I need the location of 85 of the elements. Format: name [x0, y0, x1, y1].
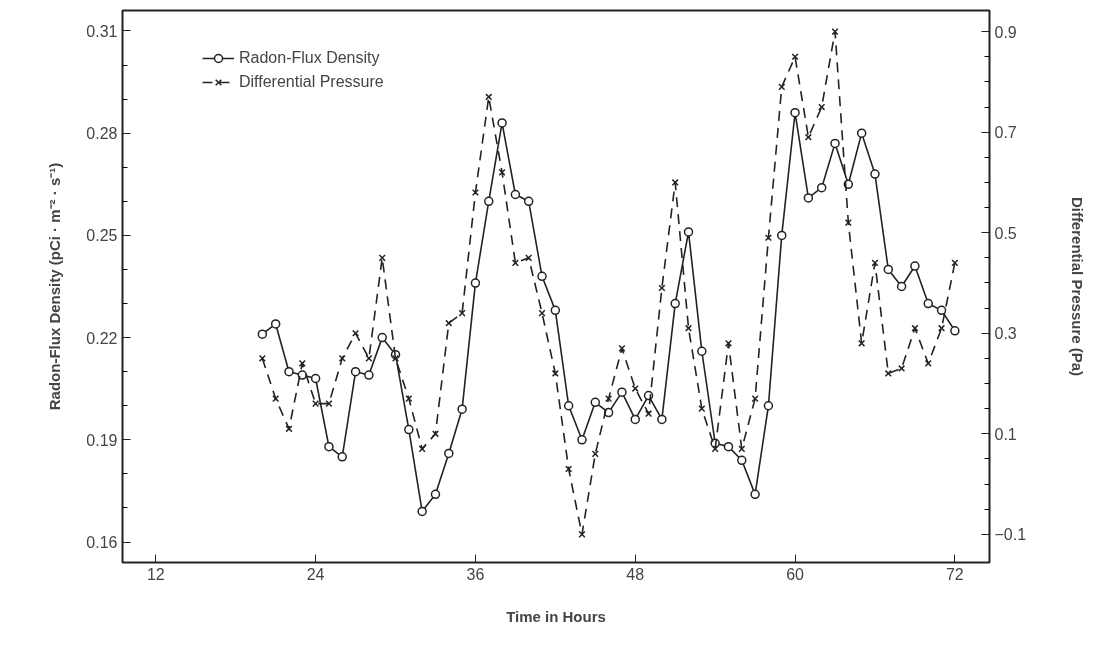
point [297, 370, 308, 380]
point [923, 298, 933, 309]
y2-tick-label: −0.1 [994, 526, 1027, 544]
x-tick-label: 48 [626, 565, 645, 583]
point [617, 387, 627, 397]
point [284, 366, 294, 377]
point [337, 452, 347, 462]
point [858, 339, 866, 347]
x-tick-label: 24 [306, 565, 325, 583]
point [763, 401, 774, 411]
point [605, 395, 613, 403]
point [723, 441, 734, 452]
point [803, 193, 814, 203]
point [457, 404, 467, 414]
point [537, 271, 547, 282]
y2-axis-title: Differential Pressure (Pa) [1069, 196, 1087, 377]
point [378, 254, 386, 262]
point [257, 329, 268, 339]
point [898, 364, 906, 373]
point [350, 366, 361, 377]
point [418, 445, 426, 453]
y2-tick-label: 0.5 [994, 224, 1017, 242]
y-tick-label: 0.22 [86, 329, 118, 347]
point [830, 138, 840, 149]
point [445, 319, 453, 327]
point [950, 326, 960, 336]
point [883, 264, 894, 275]
point [444, 448, 454, 459]
point [750, 489, 760, 500]
point [683, 227, 694, 237]
legend-label: Differential Pressure [239, 73, 384, 91]
point [577, 435, 587, 445]
x-tick-label: 72 [945, 565, 964, 583]
point [470, 278, 481, 288]
point [697, 346, 707, 356]
point [510, 189, 521, 200]
y-tick-label: 0.28 [86, 125, 118, 143]
point [310, 373, 321, 384]
point [670, 298, 680, 309]
point [790, 107, 800, 118]
point [831, 28, 839, 36]
point [870, 169, 880, 179]
point [737, 455, 747, 466]
point [483, 196, 494, 207]
point [951, 259, 959, 267]
y2-tick-label: 0.1 [994, 425, 1017, 443]
x-tick-label: 60 [786, 565, 805, 583]
point [258, 354, 266, 362]
point [856, 128, 867, 138]
point [430, 489, 441, 500]
y2-tick-label: 0.9 [994, 23, 1017, 41]
point [630, 414, 640, 425]
y-tick-label: 0.25 [86, 227, 118, 245]
y-tick-label: 0.19 [86, 431, 118, 449]
point [550, 305, 561, 316]
point [657, 414, 667, 425]
point [458, 309, 466, 317]
point [844, 219, 852, 227]
y-tick-label: 0.16 [86, 534, 118, 552]
point [270, 319, 281, 329]
x-tick-label: 36 [466, 565, 485, 583]
point [312, 400, 320, 408]
y-tick-label: 0.31 [86, 22, 118, 40]
point [816, 182, 827, 193]
point [590, 397, 601, 408]
x-tick-label: 12 [146, 565, 165, 583]
point [364, 370, 374, 380]
legend-label: Radon-Flux Density [239, 49, 380, 67]
point [711, 445, 719, 453]
y2-tick-label: 0.7 [994, 124, 1017, 142]
point [324, 441, 334, 452]
point [404, 424, 414, 435]
y2-tick-label: 0.3 [994, 325, 1017, 343]
point [523, 196, 534, 207]
point [471, 188, 479, 197]
point [497, 118, 507, 128]
point [936, 305, 947, 316]
point [776, 230, 787, 241]
point [417, 506, 427, 517]
point [563, 401, 574, 411]
point [896, 281, 907, 292]
point [377, 332, 387, 343]
y-axis-title: Radon-Flux Density (pCi · m⁻² · s⁻¹) [46, 162, 64, 411]
point [910, 261, 920, 271]
x-axis-title: Time in Hours [506, 607, 606, 625]
